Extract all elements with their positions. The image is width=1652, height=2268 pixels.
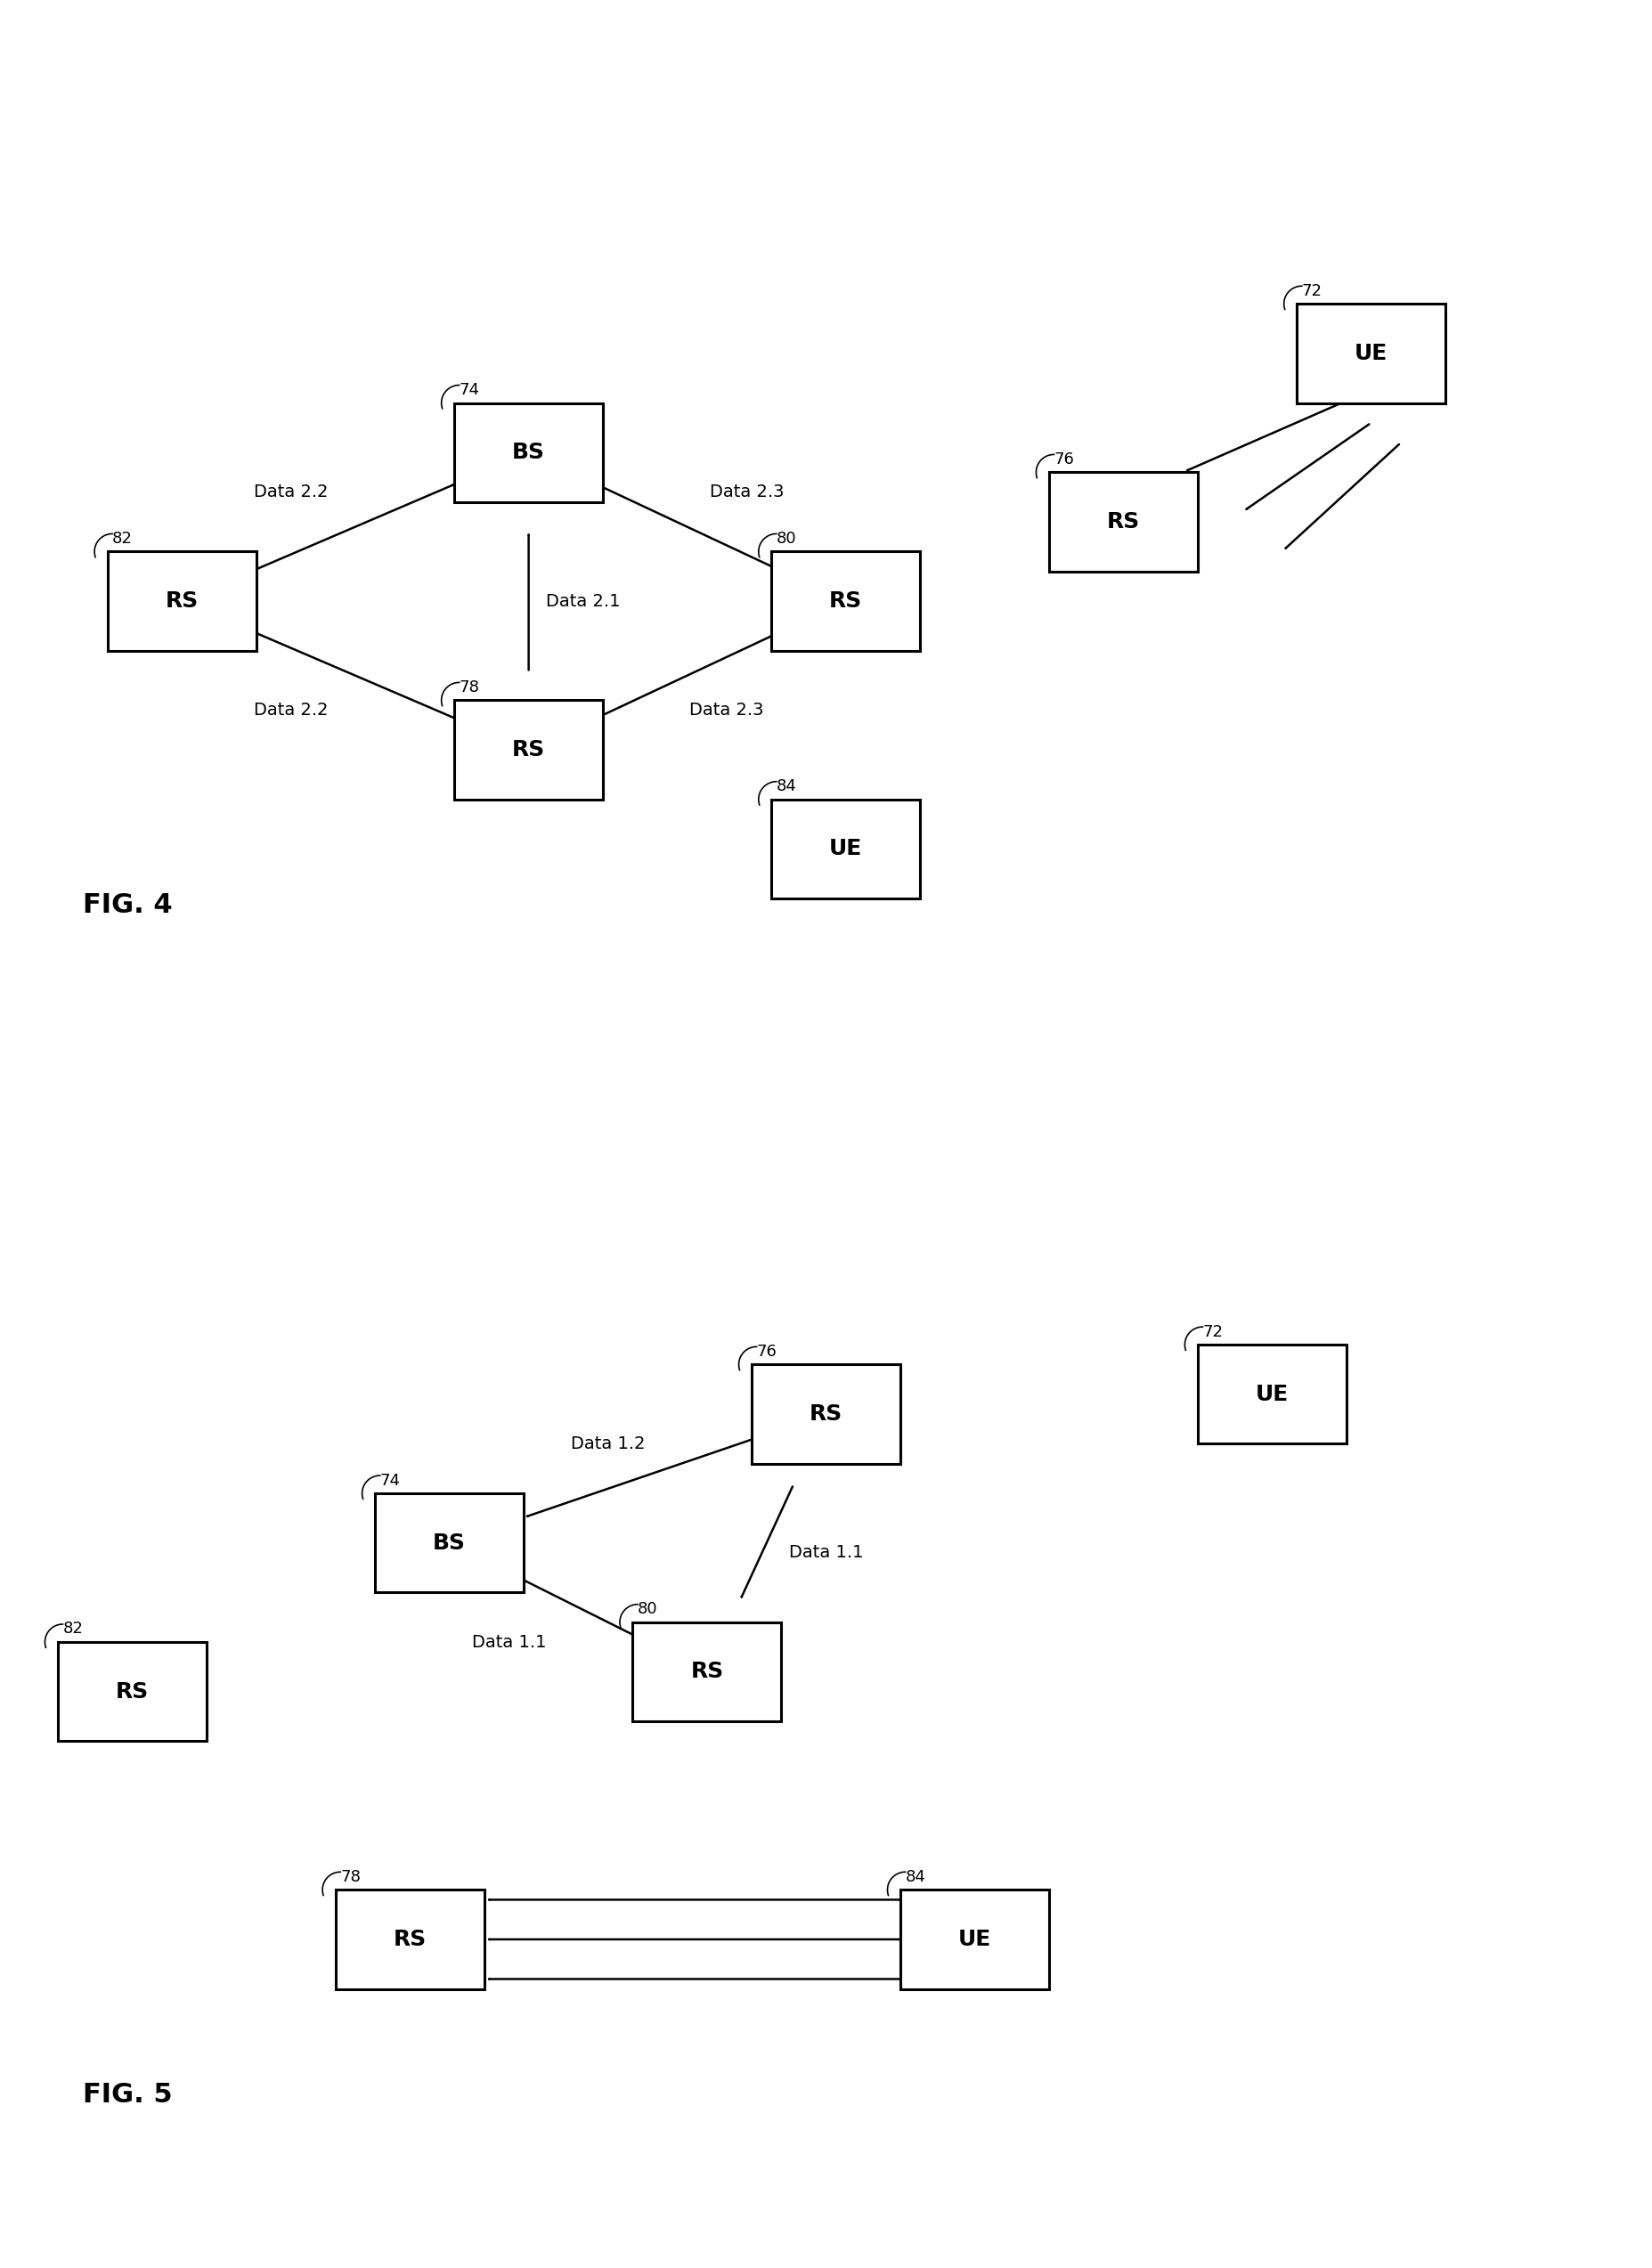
Text: 80: 80: [638, 1601, 657, 1617]
FancyArrowPatch shape: [742, 1486, 793, 1597]
Text: 78: 78: [340, 1869, 360, 1885]
Text: 82: 82: [63, 1622, 83, 1637]
Text: RS: RS: [393, 1928, 426, 1950]
Text: BS: BS: [433, 1533, 466, 1554]
Text: UE: UE: [1355, 342, 1388, 365]
Text: UE: UE: [958, 1928, 991, 1950]
Text: RS: RS: [691, 1660, 724, 1683]
FancyArrowPatch shape: [258, 633, 456, 719]
Text: FIG. 5: FIG. 5: [83, 2082, 172, 2107]
Text: 72: 72: [1302, 284, 1322, 299]
Text: RS: RS: [165, 590, 198, 612]
Text: 80: 80: [776, 531, 796, 547]
Text: Data 2.2: Data 2.2: [253, 701, 329, 719]
Bar: [1198, 1345, 1346, 1445]
Text: 84: 84: [776, 778, 796, 794]
FancyArrowPatch shape: [527, 1440, 750, 1517]
Text: 76: 76: [757, 1343, 776, 1359]
Text: RS: RS: [1107, 510, 1140, 533]
Text: Data 2.3: Data 2.3: [709, 483, 785, 501]
FancyArrowPatch shape: [601, 635, 771, 717]
Text: Data 2.3: Data 2.3: [689, 701, 765, 719]
Text: RS: RS: [512, 739, 545, 760]
Text: 76: 76: [1054, 451, 1074, 467]
Bar: [454, 404, 603, 501]
Bar: [771, 551, 920, 651]
Text: RS: RS: [116, 1681, 149, 1703]
Bar: [375, 1492, 524, 1592]
Text: 84: 84: [905, 1869, 925, 1885]
Bar: [900, 1889, 1049, 1989]
Text: 74: 74: [459, 381, 479, 397]
Bar: [58, 1642, 206, 1742]
Text: UE: UE: [1256, 1383, 1289, 1404]
Text: Data 1.2: Data 1.2: [570, 1436, 646, 1452]
Text: BS: BS: [512, 442, 545, 463]
Text: Data 2.2: Data 2.2: [253, 483, 329, 501]
Text: 74: 74: [380, 1472, 400, 1488]
Bar: [1297, 304, 1446, 404]
Bar: [633, 1622, 781, 1721]
Text: Data 2.1: Data 2.1: [545, 592, 621, 610]
FancyArrowPatch shape: [603, 488, 773, 567]
Text: Data 1.1: Data 1.1: [471, 1633, 547, 1651]
Bar: [771, 798, 920, 898]
FancyArrowPatch shape: [1188, 404, 1340, 469]
FancyArrowPatch shape: [524, 1581, 636, 1635]
Text: RS: RS: [829, 590, 862, 612]
FancyArrowPatch shape: [1247, 424, 1370, 508]
Bar: [1049, 472, 1198, 572]
Text: 72: 72: [1203, 1325, 1222, 1340]
Text: 82: 82: [112, 531, 132, 547]
FancyArrowPatch shape: [254, 485, 453, 569]
Bar: [752, 1365, 900, 1463]
Text: Data 1.1: Data 1.1: [788, 1545, 864, 1560]
Text: UE: UE: [829, 839, 862, 860]
FancyArrowPatch shape: [1285, 445, 1399, 549]
Text: RS: RS: [809, 1404, 843, 1424]
Bar: [107, 551, 256, 651]
Text: 78: 78: [459, 680, 479, 696]
Bar: [335, 1889, 484, 1989]
Text: FIG. 4: FIG. 4: [83, 894, 172, 919]
Bar: [454, 701, 603, 798]
